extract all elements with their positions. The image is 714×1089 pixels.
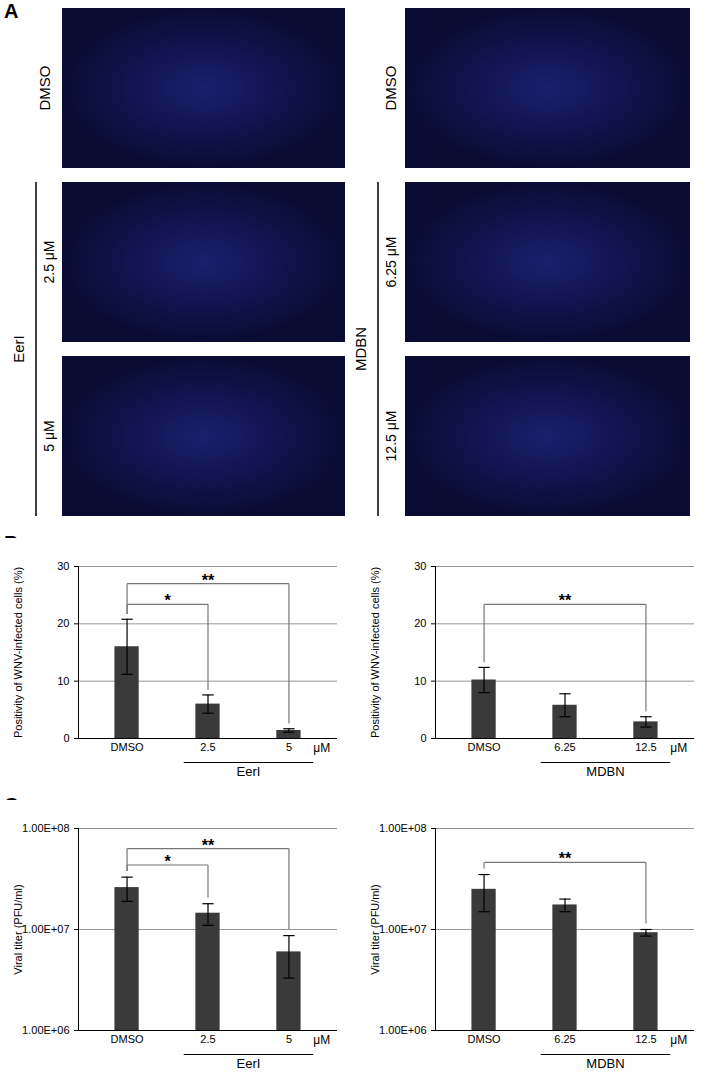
svg-text:EerI: EerI xyxy=(237,764,261,779)
svg-text:DMSO: DMSO xyxy=(111,741,144,753)
svg-text:30: 30 xyxy=(57,560,69,572)
svg-text:MDBN: MDBN xyxy=(586,1056,624,1071)
svg-text:5: 5 xyxy=(286,741,292,753)
svg-text:1.00E+07: 1.00E+07 xyxy=(379,923,426,935)
svg-text:10: 10 xyxy=(57,675,69,687)
svg-text:10: 10 xyxy=(414,675,426,687)
svg-text:EerI: EerI xyxy=(237,1056,261,1071)
svg-text:DMSO: DMSO xyxy=(382,66,399,111)
svg-text:2.5: 2.5 xyxy=(200,741,215,753)
svg-text:μM: μM xyxy=(313,1033,330,1047)
svg-text:**: ** xyxy=(559,850,572,867)
svg-text:μM: μM xyxy=(670,741,687,755)
svg-text:1.00E+06: 1.00E+06 xyxy=(379,1024,426,1036)
svg-text:1.00E+06: 1.00E+06 xyxy=(22,1024,69,1036)
svg-text:DMSO: DMSO xyxy=(468,1033,501,1045)
svg-text:5 μM: 5 μM xyxy=(41,420,57,451)
svg-text:**: ** xyxy=(202,837,215,854)
svg-text:Positivity of WNV-infected cel: Positivity of WNV-infected cells (%) xyxy=(369,567,381,738)
svg-text:DMSO: DMSO xyxy=(111,1033,144,1045)
svg-text:20: 20 xyxy=(414,617,426,629)
svg-text:*: * xyxy=(164,592,171,609)
svg-text:Viral titer (PFU/ml): Viral titer (PFU/ml) xyxy=(369,884,381,974)
svg-text:MDBN: MDBN xyxy=(586,764,624,779)
html-text:A: A xyxy=(4,0,19,22)
svg-text:6.25: 6.25 xyxy=(554,1033,575,1045)
svg-text:MDBN: MDBN xyxy=(352,327,369,371)
svg-text:**: ** xyxy=(559,592,572,609)
svg-text:2.5 μM: 2.5 μM xyxy=(41,240,57,283)
svg-text:Positivity of WNV-infected cel: Positivity of WNV-infected cells (%) xyxy=(12,567,24,738)
svg-text:μM: μM xyxy=(670,1033,687,1047)
svg-text:6.25 μM: 6.25 μM xyxy=(383,237,399,288)
svg-text:0: 0 xyxy=(420,732,426,744)
svg-text:0: 0 xyxy=(63,732,69,744)
svg-text:2.5: 2.5 xyxy=(200,1033,215,1045)
svg-text:μM: μM xyxy=(313,741,330,755)
svg-text:20: 20 xyxy=(57,617,69,629)
svg-text:Viral titer (PFU/ml): Viral titer (PFU/ml) xyxy=(12,884,24,974)
svg-text:12.5: 12.5 xyxy=(635,1033,656,1045)
svg-text:**: ** xyxy=(202,572,215,589)
svg-text:30: 30 xyxy=(414,560,426,572)
svg-text:12.5: 12.5 xyxy=(635,741,656,753)
svg-text:*: * xyxy=(164,853,171,870)
svg-text:1.00E+08: 1.00E+08 xyxy=(22,822,69,834)
svg-text:1.00E+07: 1.00E+07 xyxy=(22,923,69,935)
svg-text:5: 5 xyxy=(286,1033,292,1045)
html-text:B: B xyxy=(4,532,19,554)
svg-text:1.00E+08: 1.00E+08 xyxy=(379,822,426,834)
html-text:C: C xyxy=(4,794,19,816)
svg-text:12.5 μM: 12.5 μM xyxy=(383,411,399,462)
svg-text:DMSO: DMSO xyxy=(36,66,53,111)
svg-text:6.25: 6.25 xyxy=(554,741,575,753)
svg-text:EerI: EerI xyxy=(10,335,27,363)
svg-text:DMSO: DMSO xyxy=(468,741,501,753)
